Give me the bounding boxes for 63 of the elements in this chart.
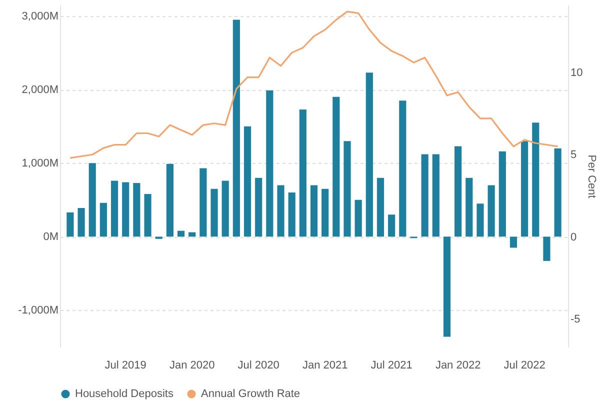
- bar: [376, 178, 384, 237]
- bar: [188, 232, 196, 237]
- legend-label: Annual Growth Rate: [201, 388, 300, 400]
- x-tick-label: Jul 2020: [238, 360, 280, 372]
- y2-tick-label: -5: [570, 314, 580, 326]
- y-tick-label: 1,000M: [22, 158, 58, 170]
- bar: [244, 126, 252, 237]
- y-tick-label: 2,000M: [22, 84, 58, 96]
- bar: [66, 212, 74, 237]
- y2-tick-label: 0: [570, 231, 577, 244]
- bar: [388, 214, 396, 237]
- y2-tick-label: 5: [570, 149, 577, 162]
- y-tick-label: 0M: [43, 231, 58, 244]
- y2-tick-label: 10: [570, 66, 583, 79]
- bar: [466, 178, 473, 237]
- bar: [554, 148, 562, 237]
- bar: [100, 202, 107, 237]
- bar: [232, 20, 240, 237]
- x-tick-label: Jul 2019: [104, 360, 146, 372]
- bar: [166, 164, 174, 237]
- x-tick-label: Jan 2020: [169, 360, 215, 372]
- bar: [432, 154, 440, 237]
- bar: [255, 178, 262, 237]
- bar: [177, 230, 185, 237]
- x-tick-label: Jul 2021: [370, 360, 412, 372]
- bar: [488, 185, 495, 237]
- bar: [399, 100, 406, 237]
- x-tick-label: Jul 2022: [504, 360, 546, 372]
- bar: [454, 146, 462, 237]
- bar: [521, 141, 528, 237]
- bar: [532, 122, 540, 237]
- bar: [88, 163, 96, 237]
- legend-label: Household Deposits: [75, 388, 174, 400]
- line-series: [69, 10, 559, 159]
- bar: [299, 109, 306, 237]
- bar: [310, 185, 318, 237]
- bar: [421, 154, 428, 237]
- bar: [354, 200, 362, 237]
- bar: [366, 72, 373, 237]
- bar: [510, 236, 518, 248]
- y2-axis-title: Per Cent: [586, 154, 598, 198]
- bar: [543, 236, 550, 261]
- bar: [332, 96, 340, 237]
- bar: [200, 168, 207, 237]
- x-tick-label: Jan 2022: [435, 360, 481, 372]
- bar: [144, 194, 152, 237]
- bar: [476, 204, 484, 237]
- bar: [222, 180, 229, 237]
- bar: [277, 185, 284, 237]
- bar: [344, 141, 351, 237]
- bar: [288, 192, 296, 237]
- bar: [498, 151, 506, 237]
- bar: [210, 188, 218, 237]
- y-tick-label: -1,000M: [18, 304, 58, 317]
- bar: [322, 188, 329, 237]
- y-tick-label: 3,000M: [22, 10, 58, 23]
- x-tick-label: Jan 2021: [302, 360, 348, 372]
- bar: [133, 182, 140, 237]
- bar: [110, 180, 118, 237]
- bar: [122, 182, 130, 237]
- bar: [266, 90, 274, 237]
- bar: [443, 236, 451, 337]
- bar: [78, 208, 85, 237]
